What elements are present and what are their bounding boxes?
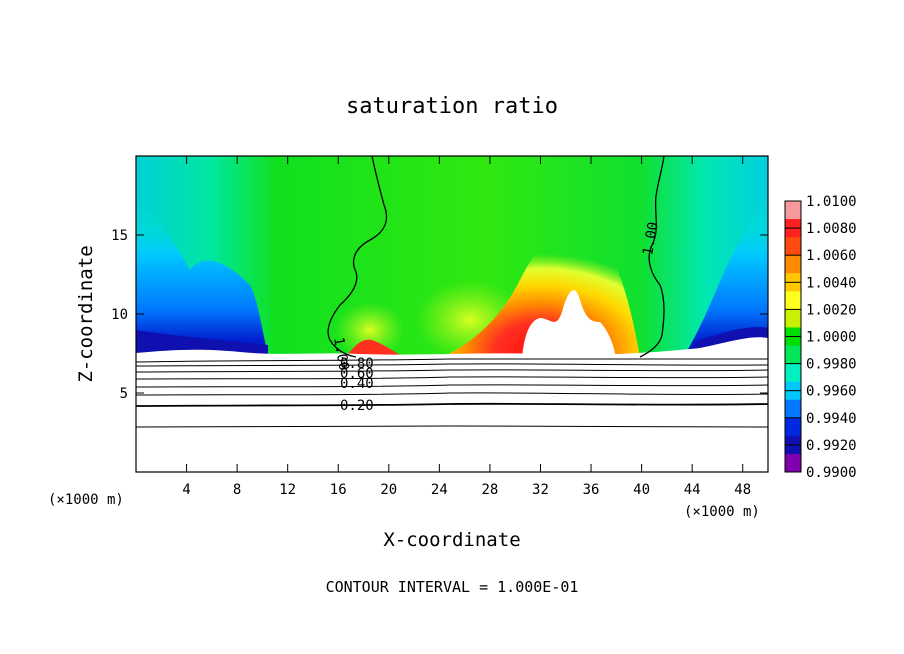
contour-lines-upper xyxy=(327,156,665,358)
field-supersat-blob xyxy=(335,302,405,358)
colorbar-tick-label: 1.0040 xyxy=(806,275,857,291)
colorbar-tick-label: 0.9920 xyxy=(806,438,857,454)
contour-line xyxy=(136,402,768,407)
x-axis-ticks: 4 8 12 16 20 24 28 32 36 40 44 48 xyxy=(182,156,751,498)
y-tick-label: 10 xyxy=(111,307,128,323)
y-tick-label: 15 xyxy=(111,228,128,244)
plot-area xyxy=(136,156,768,472)
colorbar-segment xyxy=(785,291,801,310)
colorbar-tick-label: 0.9900 xyxy=(806,465,857,481)
x-tick-label: 44 xyxy=(684,482,701,498)
colorbar-segment xyxy=(785,237,801,256)
contour-label: 0.80 xyxy=(340,356,374,372)
contour-label: 0.20 xyxy=(340,398,374,414)
x-axis-title: X-coordinate xyxy=(383,529,520,551)
colorbar-segment xyxy=(785,201,801,220)
x-tick-label: 4 xyxy=(182,482,190,498)
colorbar-tick-label: 0.9960 xyxy=(806,384,857,400)
chart-title: saturation ratio xyxy=(346,94,558,119)
contour-line xyxy=(136,363,768,367)
field-left-low-region xyxy=(136,200,268,356)
z-axis-unit-label: (×1000 m) xyxy=(48,492,124,508)
colorbar-tick-label: 0.9940 xyxy=(806,411,857,427)
contour-line-1.00-left xyxy=(327,156,388,358)
contour-line xyxy=(136,376,768,380)
colorbar-segment xyxy=(785,255,801,274)
contour-line xyxy=(136,358,768,363)
colorbar-segment xyxy=(785,309,801,328)
contour-interval-text: CONTOUR INTERVAL = 1.000E-01 xyxy=(326,578,579,596)
colorbar-segment xyxy=(785,453,801,473)
colorbar-labels: 1.0100 1.0080 1.0060 1.0040 1.0020 1.0000 0.99… xyxy=(806,194,857,481)
contour-line xyxy=(136,369,768,373)
contour-label: 0.60 xyxy=(340,366,374,382)
colorbar-segment xyxy=(785,399,801,419)
colorbar-tick-label: 0.9980 xyxy=(806,357,857,373)
x-tick-label: 20 xyxy=(380,482,397,498)
x-tick-label: 16 xyxy=(330,482,347,498)
field-left-dark-strip xyxy=(136,330,268,356)
colorbar-segment xyxy=(785,363,801,383)
colorbar-segment xyxy=(785,417,801,437)
colorbar-tick-label: 1.0020 xyxy=(806,302,857,318)
colorbar-tick-label: 1.0000 xyxy=(806,330,857,346)
x-tick-label: 12 xyxy=(279,482,296,498)
colorbar-segment xyxy=(785,345,801,365)
contour-line xyxy=(136,384,768,388)
contour-lines-lower xyxy=(136,358,768,428)
contour-label: 0.40 xyxy=(340,376,374,392)
contour-label: 1.00 xyxy=(330,336,352,372)
x-tick-label: 8 xyxy=(233,482,241,498)
contour-labels: 1.00 1.00 0.80 0.60 0.40 0.20 xyxy=(330,221,662,414)
y-tick-label: 5 xyxy=(120,386,128,402)
x-tick-label: 32 xyxy=(532,482,549,498)
x-tick-label: 28 xyxy=(481,482,498,498)
field-supersat-patch xyxy=(345,339,405,358)
colorbar xyxy=(784,200,802,473)
colorbar-tick-label: 1.0080 xyxy=(806,221,857,237)
field-cloud-region xyxy=(522,290,616,358)
colorbar-tick-label: 1.0100 xyxy=(806,194,857,210)
x-tick-label: 40 xyxy=(633,482,650,498)
field-right-low-region xyxy=(684,200,768,356)
colorbar-tick-label: 1.0060 xyxy=(806,248,857,264)
y-axis-ticks: 5 10 15 xyxy=(111,228,768,402)
contour-line-1.00-right xyxy=(639,156,665,358)
contour-line xyxy=(136,425,768,428)
x-tick-label: 24 xyxy=(431,482,448,498)
contour-line xyxy=(136,392,768,396)
x-tick-label: 48 xyxy=(734,482,751,498)
contour-label: 1.00 xyxy=(640,221,662,257)
y-axis-title: Z-coordinate xyxy=(75,245,97,382)
x-tick-label: 36 xyxy=(583,482,600,498)
x-axis-unit-label: (×1000 m) xyxy=(684,504,760,520)
